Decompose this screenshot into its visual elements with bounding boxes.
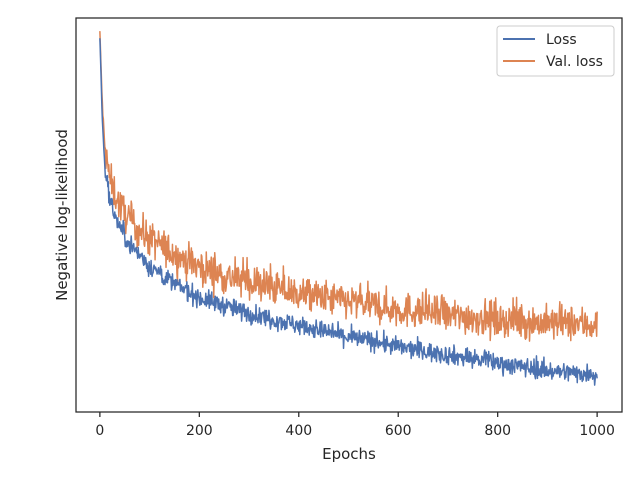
x-axis-ticks: 0 200 400 600 800 1000 xyxy=(95,412,615,439)
legend: Loss Val. loss xyxy=(496,25,615,77)
x-tick-label: 600 xyxy=(385,423,412,439)
series-line-loss xyxy=(99,38,598,386)
legend-label-val-loss: Val. loss xyxy=(546,54,603,70)
x-axis-label: Epochs xyxy=(322,445,376,463)
x-tick-label: 1000 xyxy=(579,423,615,439)
series-lines xyxy=(99,31,598,386)
legend-label-loss: Loss xyxy=(546,32,577,48)
x-tick-label: 0 xyxy=(95,423,104,439)
x-tick-label: 200 xyxy=(186,423,213,439)
x-tick-label: 800 xyxy=(484,423,511,439)
x-tick-label: 400 xyxy=(285,423,312,439)
y-axis-label: Negative log-likelihood xyxy=(53,129,71,301)
series-line-val-loss xyxy=(99,31,598,342)
plot-frame xyxy=(75,17,623,413)
